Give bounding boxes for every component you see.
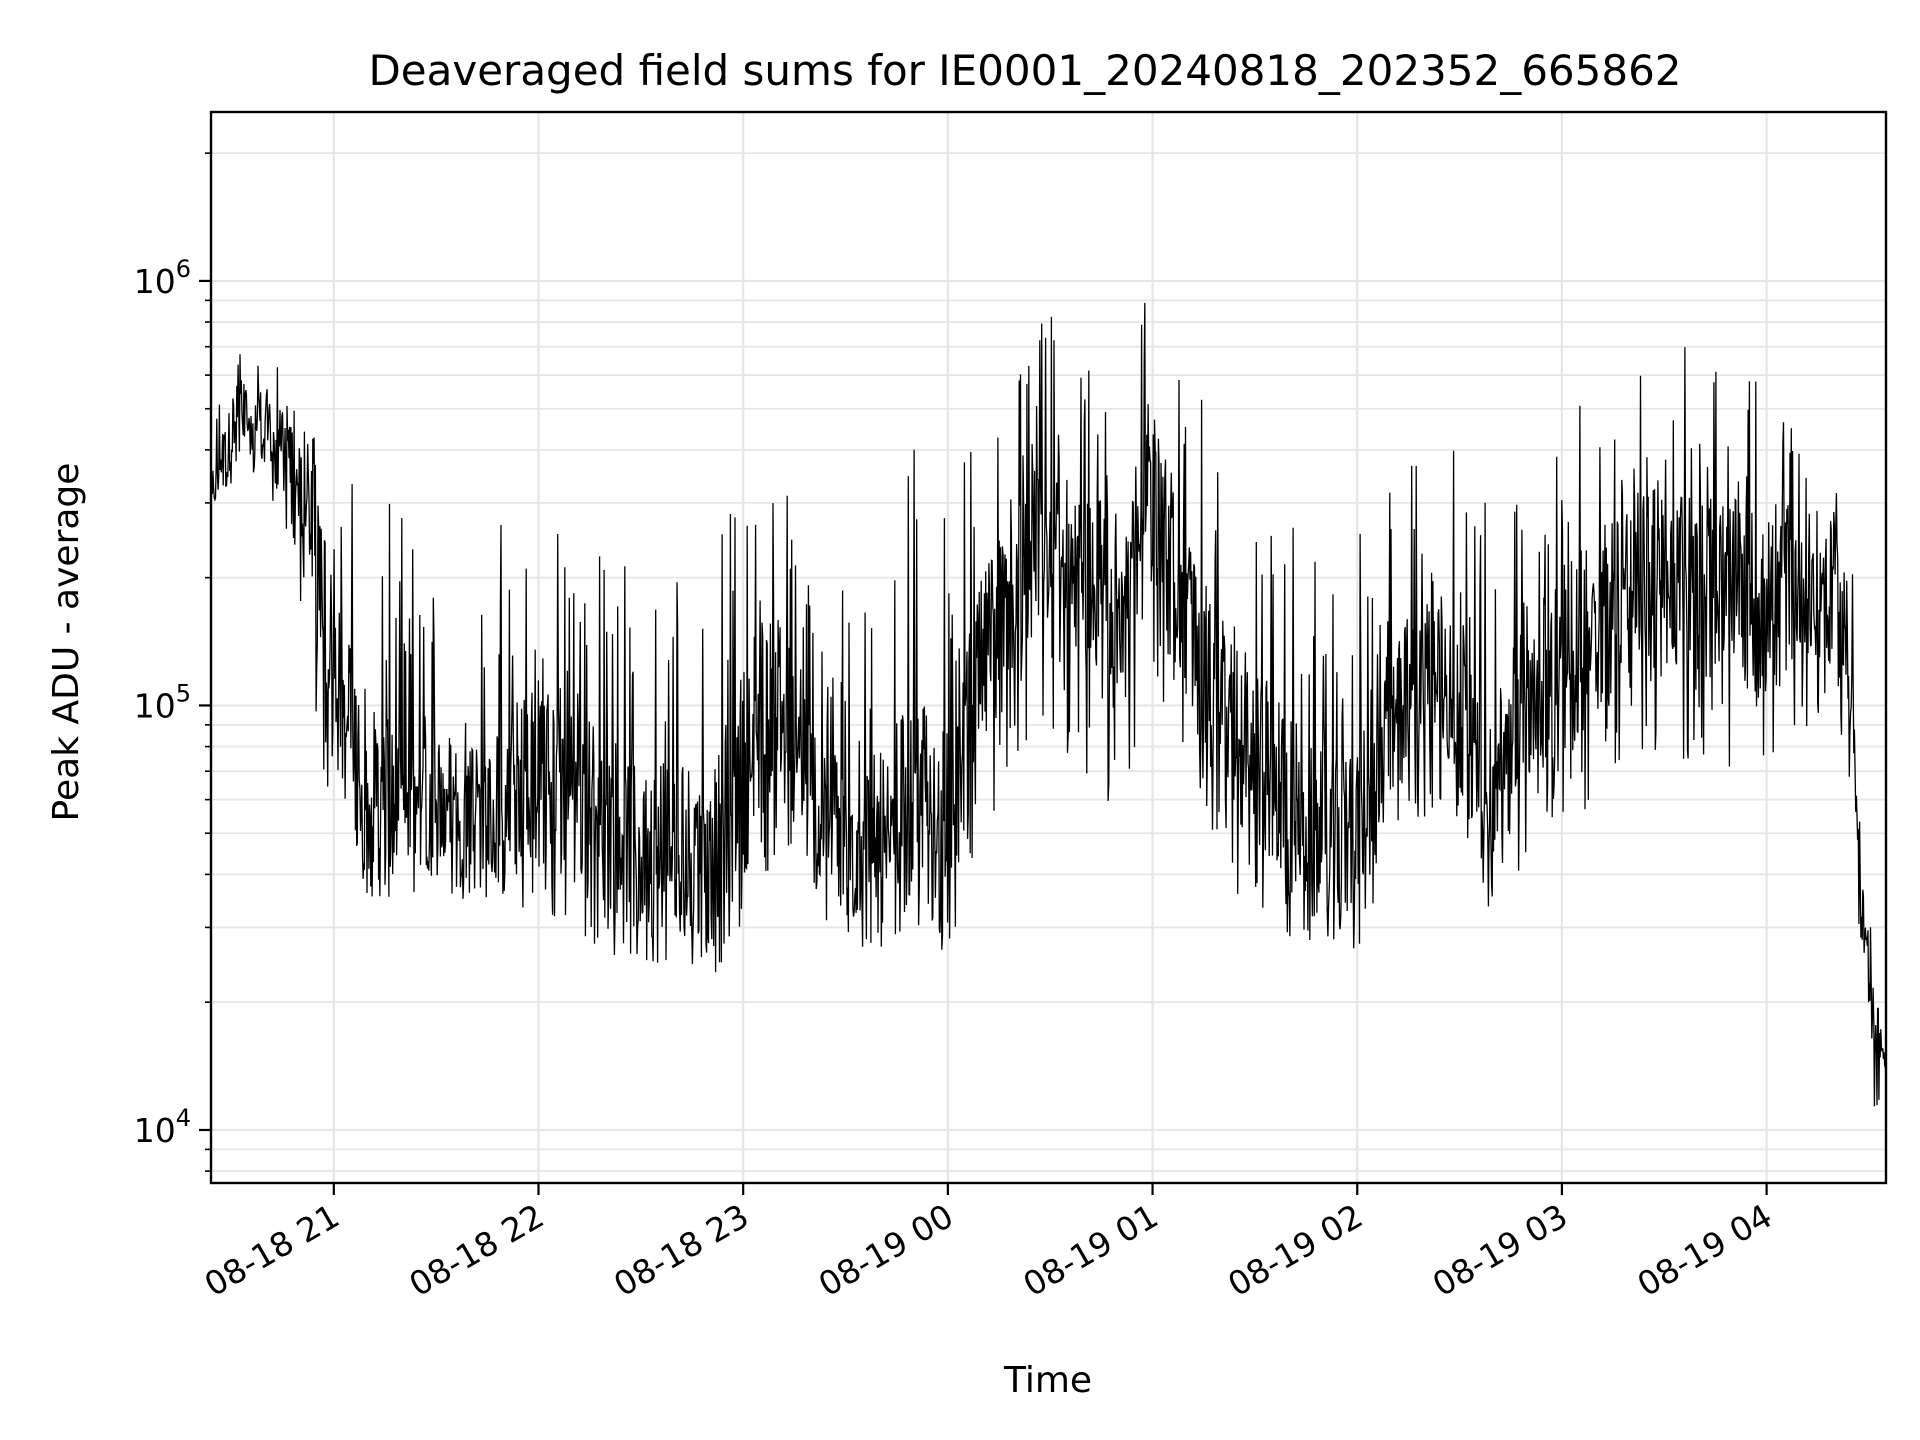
y-axis-label: Peak ADU - average xyxy=(46,463,87,822)
x-tick-label: 08-18 21 xyxy=(198,1196,346,1304)
y-tick-label-exponent: 5 xyxy=(176,679,191,707)
x-tick-label: 08-18 22 xyxy=(402,1196,550,1304)
x-axis-label: Time xyxy=(1003,1360,1092,1401)
x-tick-label: 08-19 01 xyxy=(1017,1196,1165,1304)
x-tick-label: 08-19 00 xyxy=(812,1196,960,1304)
plot-frame xyxy=(209,110,1888,1185)
x-tick-label: 08-19 02 xyxy=(1221,1196,1369,1304)
data-line xyxy=(210,302,1887,1107)
y-tick-label-exponent: 6 xyxy=(176,255,191,283)
y-tick-label-base: 10 xyxy=(134,1111,176,1150)
data-series xyxy=(210,302,1887,1107)
x-axis: 08-18 21 08-18 22 08-18 23 08-19 00 08-19 01… xyxy=(198,1183,1779,1304)
y-tick-label-exponent: 4 xyxy=(176,1104,191,1132)
y-tick-label: 106 xyxy=(134,255,191,301)
x-tick-label: 08-18 23 xyxy=(607,1196,755,1304)
x-tick-label: 08-19 04 xyxy=(1631,1196,1779,1304)
x-tick-label: 08-19 03 xyxy=(1426,1196,1574,1304)
y-tick-label: 105 xyxy=(134,679,191,725)
y-tick-label: 104 xyxy=(134,1104,191,1150)
grid xyxy=(211,112,1886,1183)
y-tick-label-base: 10 xyxy=(134,262,176,301)
chart-title: Deaveraged field sums for IE0001_2024081… xyxy=(368,46,1681,95)
y-tick-label-base: 10 xyxy=(134,686,176,725)
